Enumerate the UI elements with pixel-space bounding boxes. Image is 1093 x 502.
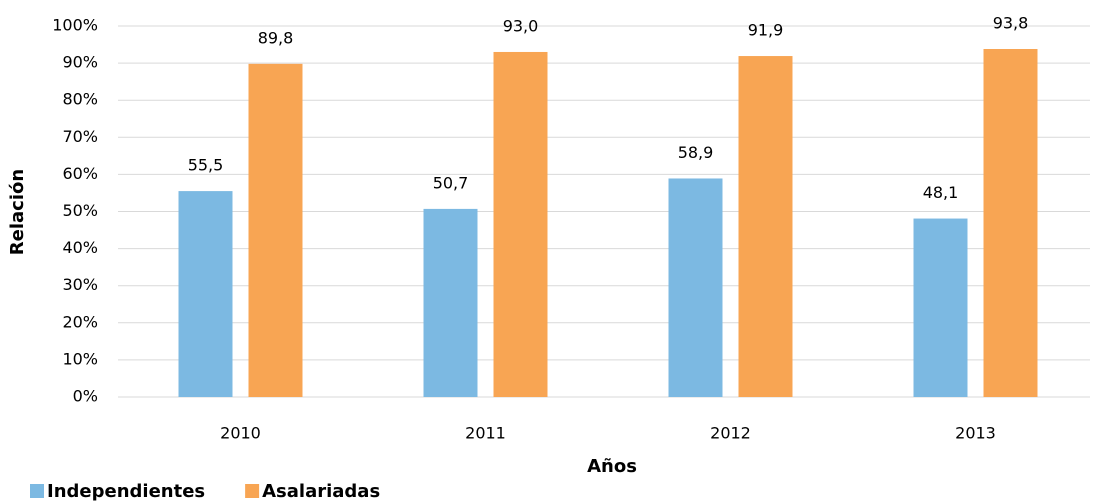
bar	[248, 63, 303, 397]
data-label: 91,9	[748, 21, 784, 40]
y-tick-label: 50%	[62, 201, 98, 220]
legend-label: Independientes	[47, 481, 205, 502]
data-label: 93,0	[503, 16, 539, 35]
y-tick-label: 60%	[62, 164, 98, 183]
data-label: 89,8	[258, 28, 294, 47]
y-tick-label: 100%	[52, 16, 98, 35]
y-tick-label: 30%	[62, 275, 98, 294]
bar	[423, 208, 478, 397]
x-tick-label: 2012	[710, 424, 751, 443]
y-tick-label: 0%	[73, 387, 98, 406]
bar	[668, 178, 723, 397]
legend-swatch	[245, 484, 260, 498]
bar	[983, 49, 1038, 397]
data-label: 93,8	[993, 14, 1029, 33]
data-label: 48,1	[923, 183, 959, 202]
bar	[493, 51, 548, 397]
x-axis-title: Años	[587, 456, 637, 477]
legend-label: Asalariadas	[262, 481, 380, 502]
bar	[178, 191, 233, 397]
x-tick-label: 2013	[955, 424, 996, 443]
data-label: 58,9	[678, 143, 714, 162]
bar	[913, 218, 968, 397]
y-tick-label: 90%	[62, 53, 98, 72]
x-tick-label: 2011	[465, 424, 506, 443]
bar	[738, 56, 793, 398]
data-label: 55,5	[188, 156, 224, 175]
y-tick-label: 70%	[62, 127, 98, 146]
y-tick-label: 10%	[62, 349, 98, 368]
y-axis-title: Relación	[7, 169, 28, 255]
y-tick-label: 40%	[62, 238, 98, 257]
y-tick-label: 20%	[62, 312, 98, 331]
legend-swatch	[30, 484, 44, 498]
data-label: 50,7	[433, 173, 469, 192]
x-tick-label: 2010	[220, 424, 261, 443]
y-tick-label: 80%	[62, 90, 98, 109]
